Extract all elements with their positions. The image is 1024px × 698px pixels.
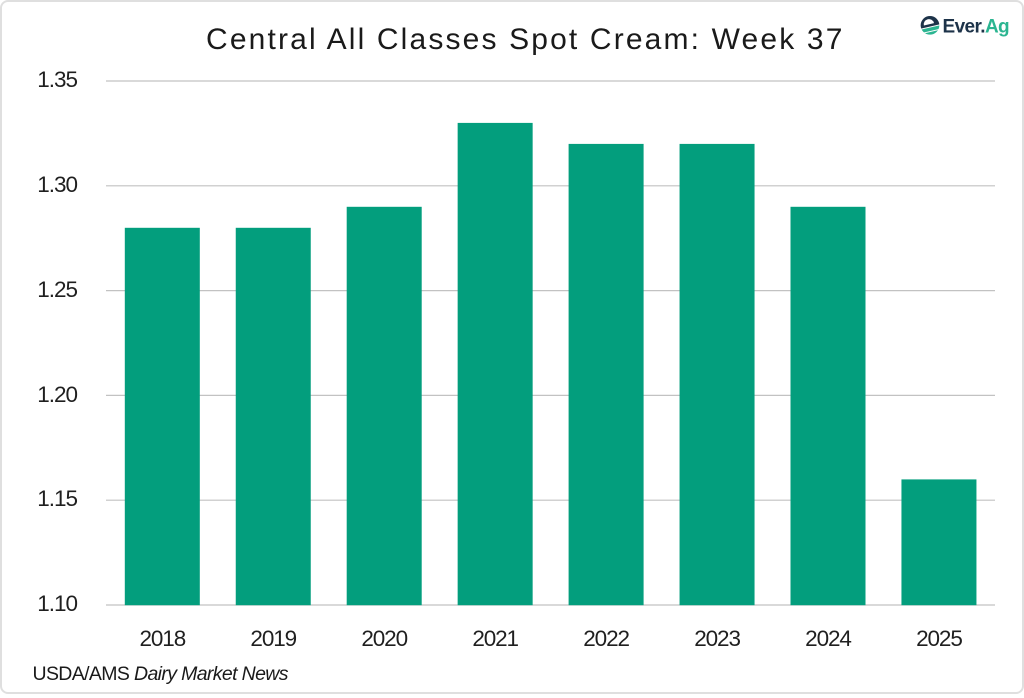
svg-text:Ever.Ag: Ever.Ag [943, 17, 1010, 38]
